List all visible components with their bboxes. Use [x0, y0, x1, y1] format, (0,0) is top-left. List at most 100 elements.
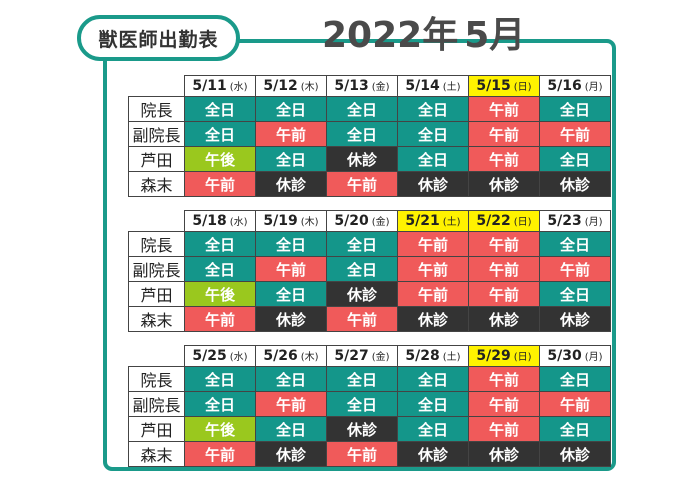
doctor-name: 森末	[128, 171, 185, 197]
shift-cell: 全日	[255, 366, 327, 392]
weekday-label: (月)	[584, 82, 603, 93]
date-header: 5/22 (日)	[468, 210, 540, 232]
date-label: 5/25	[192, 348, 227, 364]
date-header-row: 5/11 (水) 5/12 (木) 5/13 (金) 5/14 (土) 5/15 (日) 5/16(…	[129, 75, 611, 97]
date-header: 5/25 (水)	[184, 345, 256, 367]
weekday-label: (土)	[442, 352, 461, 363]
shift-cell: 午前	[468, 146, 540, 172]
shift-cell: 全日	[255, 146, 327, 172]
shift-cell: 全日	[184, 121, 256, 147]
shift-cell: 午前	[468, 256, 540, 282]
shift-cell: 午前	[397, 256, 469, 282]
shift-cell: 全日	[326, 231, 398, 257]
shift-cell: 午前	[539, 391, 611, 417]
shift-cell: 全日	[397, 416, 469, 442]
shift-cell: 午前	[326, 171, 398, 197]
schedule-badge: 獣医師出勤表	[77, 15, 240, 61]
date-header: 5/23 (月)	[539, 210, 611, 232]
shift-cell: 午前	[255, 256, 327, 282]
doctor-name: 森末	[128, 441, 185, 467]
shift-cell: 午前	[468, 96, 540, 122]
weekday-label: (土)	[442, 217, 461, 228]
doctor-name: 副院長	[128, 256, 185, 282]
shift-cell: 休診	[468, 441, 540, 467]
doctor-row: 森末 午前 休診 午前 休診 休診 休診	[128, 306, 611, 332]
shift-cell: 全日	[397, 121, 469, 147]
shift-cell: 休診	[397, 171, 469, 197]
shift-cell: 全日	[255, 281, 327, 307]
shift-cell: 休診	[468, 306, 540, 332]
doctor-name: 芦田	[128, 146, 185, 172]
date-label: 5/28	[405, 348, 440, 364]
date-header: 5/26 (木)	[255, 345, 327, 367]
shift-cell: 午前	[468, 391, 540, 417]
weekday-label: (日)	[513, 352, 532, 363]
shift-cell: 午前	[397, 281, 469, 307]
doctor-name: 院長	[128, 366, 185, 392]
shift-cell: 全日	[539, 231, 611, 257]
doctor-name: 副院長	[128, 121, 185, 147]
shift-cell: 休診	[255, 306, 327, 332]
corner-blank	[129, 76, 185, 97]
date-header-row: 5/18 (水) 5/19 (木) 5/20 (金) 5/21 (土) 5/22 (日) 5/23(…	[129, 210, 611, 232]
date-header: 5/28 (土)	[397, 345, 469, 367]
shift-cell: 休診	[539, 306, 611, 332]
shift-cell: 休診	[397, 306, 469, 332]
date-label: 5/30	[547, 348, 582, 364]
shift-cell: 全日	[397, 146, 469, 172]
doctor-row: 副院長 全日 午前 全日 全日 午前 午前	[128, 121, 611, 147]
date-label: 5/16	[547, 78, 582, 94]
shift-cell: 午後	[184, 146, 256, 172]
doctor-row: 森末 午前 休診 午前 休診 休診 休診	[128, 171, 611, 197]
shift-cell: 全日	[184, 391, 256, 417]
date-header: 5/16 (月)	[539, 75, 611, 97]
schedule-frame	[103, 39, 616, 471]
doctor-name: 院長	[128, 231, 185, 257]
doctor-row: 副院長 全日 午前 全日 全日 午前 午前	[128, 391, 611, 417]
schedule-table: 5/25 (水) 5/26 (木) 5/27 (金) 5/28 (土) 5/29 (日) 5/30(…	[128, 345, 611, 467]
doctor-row: 院長 全日 全日 全日 全日 午前 全日	[128, 96, 611, 122]
date-label: 5/11	[192, 78, 227, 94]
date-label: 5/26	[263, 348, 298, 364]
shift-cell: 全日	[397, 391, 469, 417]
shift-cell: 午前	[539, 256, 611, 282]
weekday-label: (月)	[584, 352, 603, 363]
shift-cell: 午前	[326, 441, 398, 467]
date-header: 5/29 (日)	[468, 345, 540, 367]
shift-cell: 全日	[539, 281, 611, 307]
shift-cell: 午前	[255, 391, 327, 417]
shift-cell: 午前	[468, 416, 540, 442]
shift-cell: 全日	[326, 391, 398, 417]
date-header: 5/12 (木)	[255, 75, 327, 97]
doctor-row: 芦田 午後 全日 休診 全日 午前 全日	[128, 146, 611, 172]
doctor-row: 芦田 午後 全日 休診 午前 午前 全日	[128, 281, 611, 307]
shift-cell: 休診	[539, 171, 611, 197]
weekday-label: (木)	[300, 352, 319, 363]
corner-blank	[129, 211, 185, 232]
shift-cell: 全日	[539, 366, 611, 392]
shift-cell: 午前	[468, 281, 540, 307]
shift-cell: 休診	[326, 146, 398, 172]
schedule-table: 5/11 (水) 5/12 (木) 5/13 (金) 5/14 (土) 5/15 (日) 5/16(…	[128, 75, 611, 197]
weekday-label: (木)	[300, 82, 319, 93]
doctor-name: 森末	[128, 306, 185, 332]
shift-cell: 全日	[255, 416, 327, 442]
shift-cell: 全日	[184, 366, 256, 392]
date-header: 5/27 (金)	[326, 345, 398, 367]
shift-cell: 休診	[255, 171, 327, 197]
shift-cell: 全日	[539, 146, 611, 172]
date-label: 5/29	[476, 348, 511, 364]
shift-cell: 休診	[468, 171, 540, 197]
weekday-label: (土)	[442, 82, 461, 93]
date-header: 5/19 (木)	[255, 210, 327, 232]
shift-cell: 午前	[397, 231, 469, 257]
date-header: 5/20 (金)	[326, 210, 398, 232]
date-label: 5/15	[476, 78, 511, 94]
shift-cell: 全日	[184, 256, 256, 282]
shift-cell: 全日	[539, 96, 611, 122]
date-header: 5/21 (土)	[397, 210, 469, 232]
shift-cell: 全日	[397, 366, 469, 392]
date-label: 5/22	[476, 213, 511, 229]
shift-cell: 休診	[539, 441, 611, 467]
shift-cell: 休診	[397, 441, 469, 467]
